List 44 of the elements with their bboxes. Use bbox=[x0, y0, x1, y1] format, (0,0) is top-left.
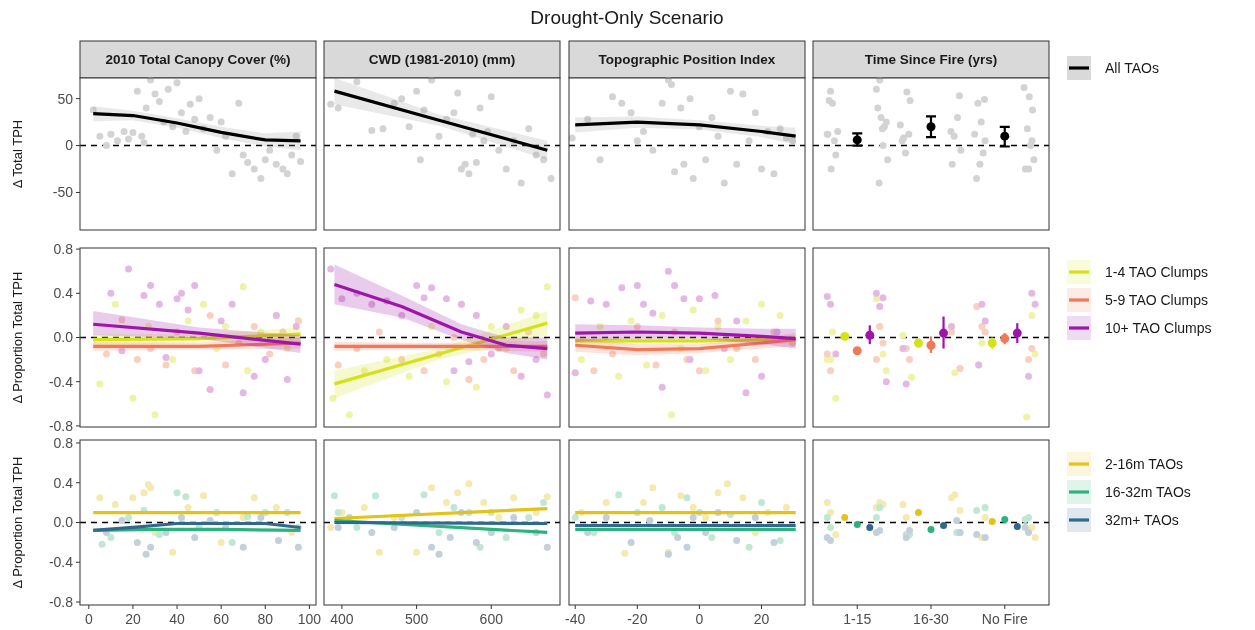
legend-label: 32m+ TAOs bbox=[1105, 511, 1179, 528]
y-axis-title: Δ Proportion Total TPH bbox=[10, 456, 25, 589]
chart-title: CWD (1981-2010) (mm) bbox=[368, 52, 516, 67]
x-tick-label: 600 bbox=[479, 611, 504, 627]
y-tick-label: -0.4 bbox=[48, 554, 74, 571]
legend-label: 1-4 TAO Clumps bbox=[1105, 263, 1208, 280]
text: Drought-Only Scenario bbox=[530, 7, 724, 28]
legend-label: 10+ TAO Clumps bbox=[1105, 319, 1212, 336]
y-tick-label: 50 bbox=[57, 90, 74, 107]
chart-title: Topographic Position Index bbox=[598, 52, 776, 67]
x-tick-label: 16-30 bbox=[913, 611, 950, 627]
x-tick-label: -20 bbox=[627, 611, 648, 627]
x-tick-label: 40 bbox=[169, 611, 186, 627]
x-tick-label: 1-15 bbox=[843, 611, 872, 627]
y-tick-label: 0.0 bbox=[53, 329, 74, 346]
y-axis-title: Δ Proportion Total TPH bbox=[10, 271, 25, 404]
legend-label: 2-16m TAOs bbox=[1105, 455, 1184, 472]
x-tick-label: -40 bbox=[565, 611, 586, 627]
legend-label: 16-32m TAOs bbox=[1105, 483, 1191, 500]
x-tick-label: No Fire bbox=[981, 611, 1028, 627]
y-tick-label: 0.4 bbox=[53, 285, 74, 302]
y-tick-label: -50 bbox=[52, 184, 74, 201]
y-tick-label: 0.8 bbox=[53, 434, 74, 451]
y-tick-label: 0 bbox=[65, 137, 74, 154]
legend-label: All TAOs bbox=[1105, 59, 1159, 76]
x-tick-label: 60 bbox=[213, 611, 230, 627]
chart-title: Time Since Fire (yrs) bbox=[864, 52, 998, 67]
x-tick-label: 0 bbox=[695, 611, 704, 627]
x-tick-label: 0 bbox=[84, 611, 93, 627]
x-tick-label: 20 bbox=[753, 611, 770, 627]
x-tick-label: 400 bbox=[330, 611, 354, 627]
y-tick-label: -0.8 bbox=[48, 593, 74, 610]
x-tick-label: 80 bbox=[257, 611, 274, 627]
chart-title: 2010 Total Canopy Cover (%) bbox=[105, 52, 291, 67]
y-axis-title: Δ Total TPH bbox=[10, 119, 25, 189]
y-tick-label: 0.4 bbox=[53, 474, 74, 491]
y-tick-label: 0.8 bbox=[53, 241, 74, 257]
legend-label: 5-9 TAO Clumps bbox=[1105, 291, 1208, 308]
y-tick-label: -0.4 bbox=[48, 373, 74, 390]
x-tick-label: 100 bbox=[297, 611, 322, 627]
y-tick-label: -0.8 bbox=[48, 417, 74, 434]
x-tick-label: 20 bbox=[125, 611, 141, 627]
y-tick-label: 0.0 bbox=[53, 514, 74, 531]
x-tick-label: 500 bbox=[404, 611, 429, 627]
